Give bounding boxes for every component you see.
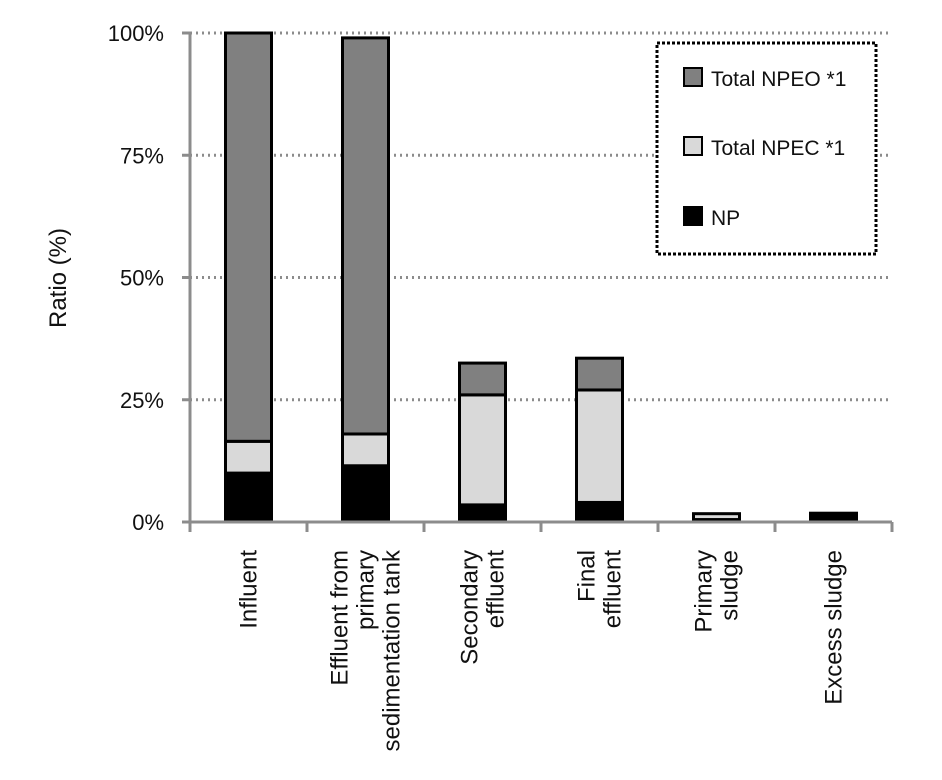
axes <box>182 33 894 532</box>
x-category-label-line: sludge <box>717 550 744 621</box>
x-category-label-line: Effluent from <box>327 550 354 686</box>
x-category-label-line: sedimentation tank <box>379 549 406 751</box>
x-category-label: Primary sludge <box>691 550 744 633</box>
y-tick-label: 100% <box>108 21 164 46</box>
x-category-label-line: Secondary <box>457 550 484 665</box>
x-category-label: Influent <box>236 550 263 629</box>
legend-swatch <box>683 67 703 87</box>
y-axis-label: Ratio (%) <box>45 228 72 328</box>
y-tick-label: 50% <box>120 266 164 291</box>
legend: Total NPEO *1 Total NPEC *1 NP <box>655 41 878 256</box>
x-category-label-line: Excess sludge <box>821 550 848 705</box>
x-axis-category-labels: Influent Effluent from primary sedimentatio… <box>236 549 848 751</box>
bar-segment <box>341 432 390 468</box>
y-tick-label: 25% <box>120 388 164 413</box>
y-tick-label: 75% <box>120 143 164 168</box>
x-category-label-line: Primary <box>691 550 718 633</box>
legend-label: Total NPEC *1 <box>711 137 845 160</box>
bar-segment <box>575 500 624 524</box>
x-category-label: Final effluent <box>574 550 627 629</box>
x-category-label: Secondary effluent <box>457 550 510 665</box>
bar-segment <box>458 503 507 524</box>
y-tick-label: 0% <box>132 510 164 535</box>
legend-label: Total NPEO *1 <box>711 68 846 91</box>
legend-swatch <box>683 206 703 226</box>
bar-segment <box>458 361 507 397</box>
bar-segment <box>575 356 624 392</box>
legend-swatch <box>683 136 703 156</box>
bar-segment <box>224 471 273 524</box>
bars <box>224 31 858 524</box>
bar-segment <box>341 36 390 436</box>
x-category-label-line: effluent <box>600 550 627 629</box>
bar-segment <box>341 464 390 524</box>
bar-segment <box>692 512 741 522</box>
bar-segment <box>224 439 273 475</box>
x-category-label: Effluent from primary sedimentation tank <box>327 549 406 751</box>
x-category-label-line: primary <box>353 550 380 630</box>
legend-label: NP <box>711 207 740 230</box>
x-category-label-line: effluent <box>483 550 510 629</box>
x-category-label: Excess sludge <box>821 550 848 705</box>
bar-segment <box>575 388 624 504</box>
bar-segment <box>458 393 507 507</box>
bar-segment <box>224 31 273 443</box>
y-axis-ticks: 0% 25% 50% 75% 100% <box>108 21 190 535</box>
x-category-label-line: Influent <box>236 550 263 629</box>
x-category-label-line: Final <box>574 550 601 602</box>
